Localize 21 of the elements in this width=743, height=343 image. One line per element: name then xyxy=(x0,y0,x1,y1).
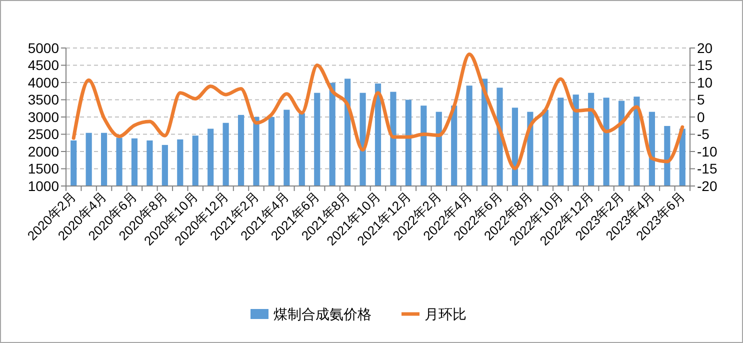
y-tick-label: 3500 xyxy=(28,92,60,108)
y-tick-label: 4500 xyxy=(28,57,60,74)
y2-tick-label: -20 xyxy=(697,178,718,194)
y-tick-label: 1500 xyxy=(28,160,60,177)
y2-tick-label: -5 xyxy=(697,126,710,142)
y2-tick-label: -10 xyxy=(697,143,718,160)
y-tick-label: 4000 xyxy=(28,74,60,90)
y2-tick-label: -15 xyxy=(697,160,718,177)
y2-tick-label: 5 xyxy=(697,92,705,108)
y2-tick-label: 15 xyxy=(697,57,713,74)
legend-label: 煤制合成氨价格 xyxy=(274,306,372,322)
y-tick-label: 1000 xyxy=(28,178,60,194)
y-tick-label: 2500 xyxy=(28,126,60,142)
y2-tick-label: 0 xyxy=(697,108,705,125)
y-tick-label: 5000 xyxy=(28,40,60,56)
legend-label: 月环比 xyxy=(424,306,466,322)
y2-tick-label: 20 xyxy=(697,40,713,56)
y-tick-label: 2000 xyxy=(28,143,60,160)
y-tick-label: 3000 xyxy=(28,108,60,125)
line-series xyxy=(72,52,684,170)
y2-tick-label: 10 xyxy=(697,74,713,90)
